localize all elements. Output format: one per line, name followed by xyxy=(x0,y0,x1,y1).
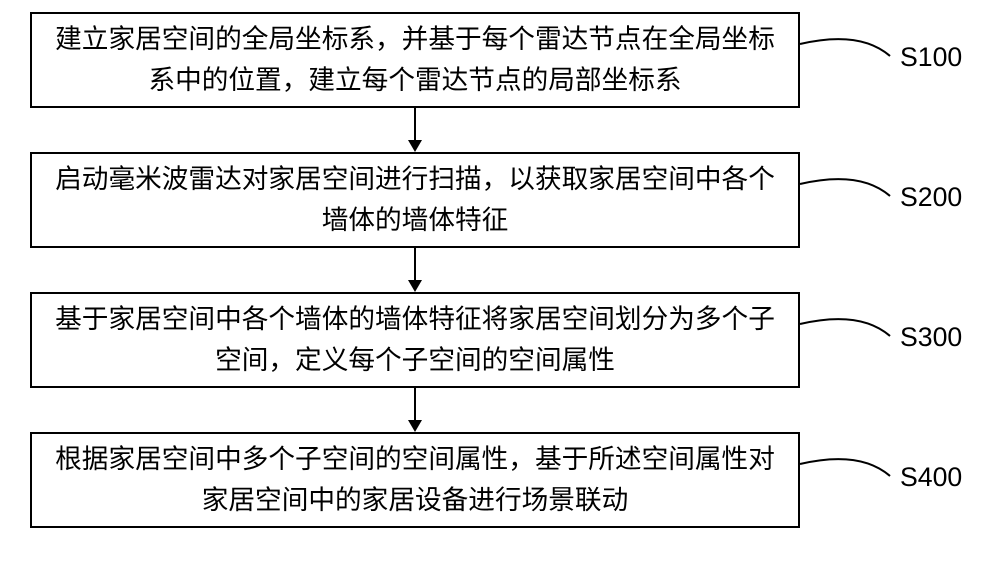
connectors-svg xyxy=(0,0,1000,564)
label-curve-s400 xyxy=(800,459,890,476)
arrow-s100-s200 xyxy=(408,108,422,152)
arrow-s200-s300 xyxy=(408,248,422,292)
arrow-s300-s400 xyxy=(408,388,422,432)
flowchart-canvas: 建立家居空间的全局坐标系，并基于每个雷达节点在全局坐标系中的位置，建立每个雷达节… xyxy=(0,0,1000,564)
label-curve-s300 xyxy=(800,319,890,336)
label-curve-s200 xyxy=(800,179,890,196)
label-curve-s100 xyxy=(800,39,890,56)
